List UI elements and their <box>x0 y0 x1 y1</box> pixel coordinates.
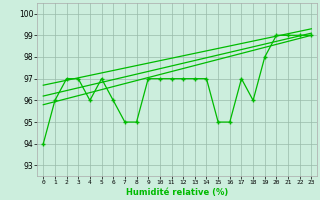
X-axis label: Humidité relative (%): Humidité relative (%) <box>126 188 228 197</box>
